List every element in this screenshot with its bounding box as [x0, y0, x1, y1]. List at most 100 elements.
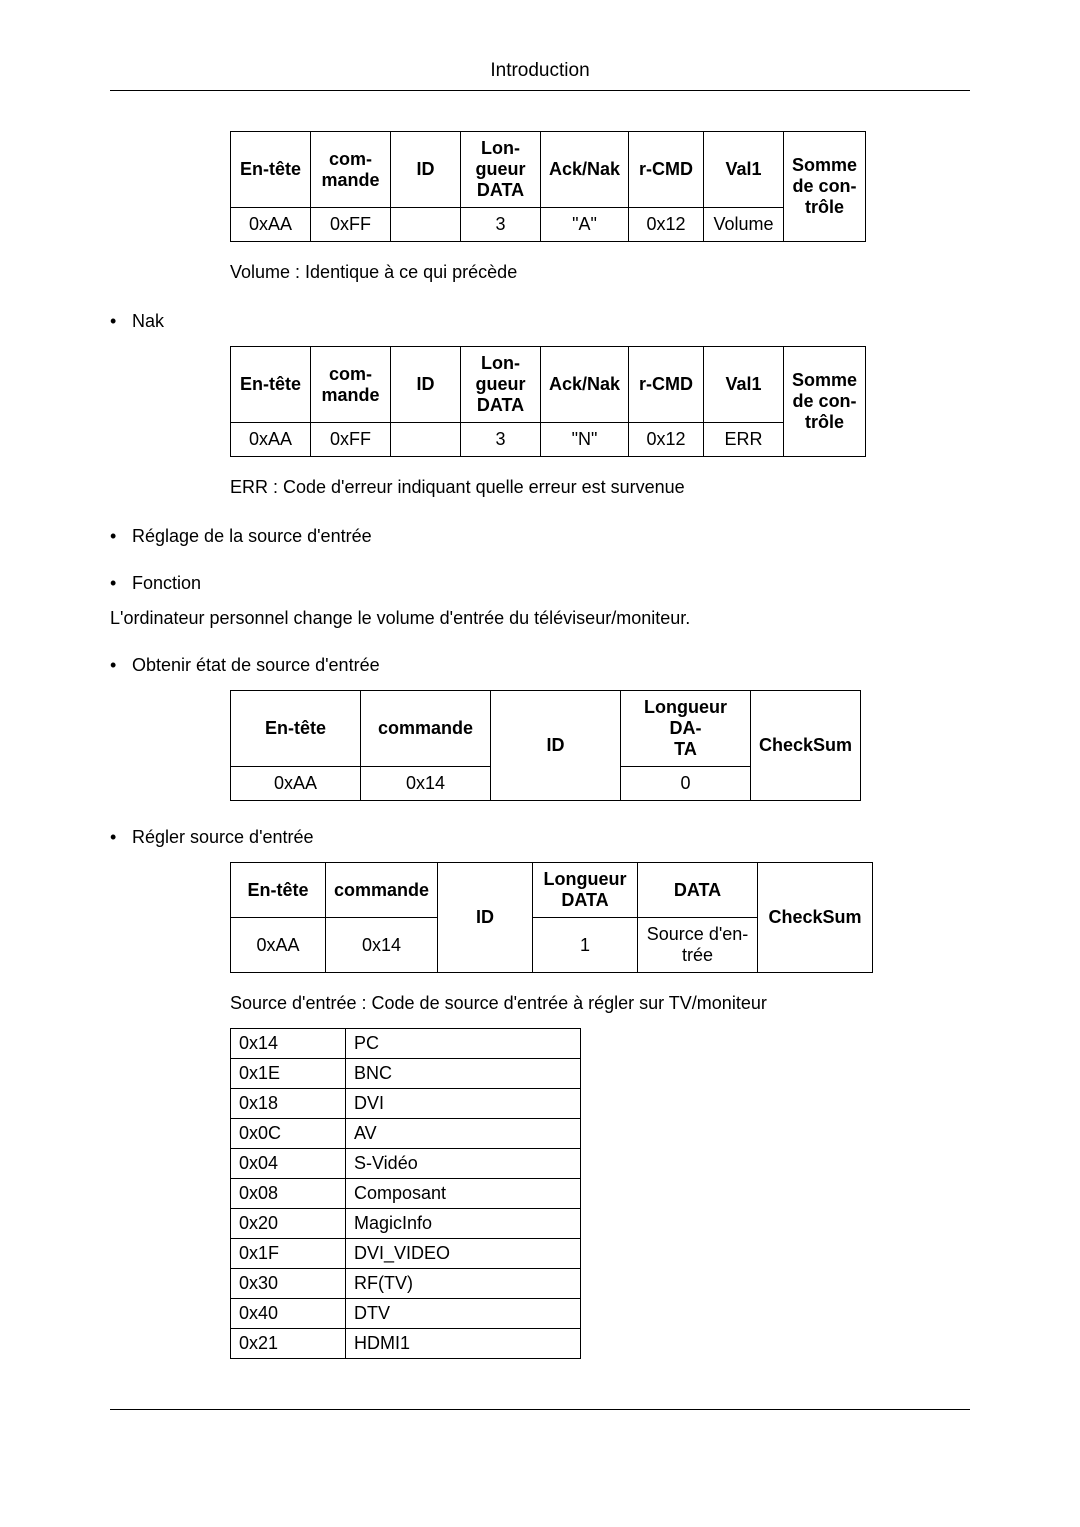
- nak-table: En-têtecom-mandeIDLon-gueur DATAAck/Nakr…: [230, 346, 866, 457]
- table-header: En-tête: [231, 132, 311, 208]
- table-cell: 0xAA: [231, 918, 326, 973]
- code-value: 0x1F: [231, 1239, 346, 1269]
- table-header: r-CMD: [629, 132, 704, 208]
- nak-table-container: En-têtecom-mandeIDLon-gueur DATAAck/Nakr…: [230, 346, 970, 498]
- table-header: DATA: [638, 863, 758, 918]
- source-section-title: Réglage de la source d'entrée: [132, 526, 372, 547]
- ack-table: En-têtecom-mandeIDLon-gueur DATAAck/Nakr…: [230, 131, 866, 242]
- code-label: AV: [346, 1119, 581, 1149]
- code-label: RF(TV): [346, 1269, 581, 1299]
- source-section-bullet: • Réglage de la source d'entrée: [110, 526, 970, 547]
- table-cell: 0xFF: [311, 423, 391, 457]
- get-state-label: Obtenir état de source d'entrée: [132, 655, 380, 676]
- table-header: commande: [361, 691, 491, 767]
- table-cell: 0x12: [629, 208, 704, 242]
- code-label: DTV: [346, 1299, 581, 1329]
- table-header: r-CMD: [629, 347, 704, 423]
- get-state-table: En-têtecommandeIDLongueur DA-TACheckSum0…: [230, 690, 861, 801]
- table-header: En-tête: [231, 691, 361, 767]
- table-header: CheckSum: [751, 691, 861, 801]
- function-text: L'ordinateur personnel change le volume …: [110, 608, 970, 629]
- table-header: ID: [438, 863, 533, 973]
- footer-rule: [110, 1409, 970, 1410]
- code-label: BNC: [346, 1059, 581, 1089]
- bullet-icon: •: [110, 573, 132, 594]
- table-cell: [391, 208, 461, 242]
- set-source-bullet: • Régler source d'entrée: [110, 827, 970, 848]
- source-codes-table: 0x14PC0x1EBNC0x18DVI0x0CAV0x04S-Vidéo0x0…: [230, 1028, 581, 1359]
- set-source-note: Source d'entrée : Code de source d'entré…: [230, 993, 970, 1014]
- table-header: Lon-gueur DATA: [461, 132, 541, 208]
- table-header: ID: [391, 347, 461, 423]
- code-label: HDMI1: [346, 1329, 581, 1359]
- code-label: Composant: [346, 1179, 581, 1209]
- set-source-table: En-têtecommandeIDLongueur DATADATACheckS…: [230, 862, 873, 973]
- page-header: Introduction: [110, 60, 970, 91]
- code-value: 0x14: [231, 1029, 346, 1059]
- function-bullet: • Fonction: [110, 573, 970, 594]
- code-value: 0x18: [231, 1089, 346, 1119]
- table-cell: Source d'en-trée: [638, 918, 758, 973]
- table-header: Ack/Nak: [541, 132, 629, 208]
- bullet-icon: •: [110, 311, 132, 332]
- table-cell: [391, 423, 461, 457]
- table-cell: 0xAA: [231, 423, 311, 457]
- table-cell: 3: [461, 423, 541, 457]
- code-label: S-Vidéo: [346, 1149, 581, 1179]
- table-cell: 0: [621, 767, 751, 801]
- table-header: com-mande: [311, 347, 391, 423]
- code-label: PC: [346, 1029, 581, 1059]
- table-header: ID: [391, 132, 461, 208]
- code-value: 0x04: [231, 1149, 346, 1179]
- table-header: Longueur DATA: [533, 863, 638, 918]
- table-cell: 1: [533, 918, 638, 973]
- table-cell: Volume: [704, 208, 784, 242]
- code-value: 0x20: [231, 1209, 346, 1239]
- table-header: En-tête: [231, 347, 311, 423]
- table-header: Somme de con-trôle: [784, 132, 866, 242]
- code-label: DVI_VIDEO: [346, 1239, 581, 1269]
- code-value: 0x30: [231, 1269, 346, 1299]
- table-header: commande: [326, 863, 438, 918]
- set-table-container: En-têtecommandeIDLongueur DATADATACheckS…: [230, 862, 970, 1359]
- code-value: 0x40: [231, 1299, 346, 1329]
- get-state-bullet: • Obtenir état de source d'entrée: [110, 655, 970, 676]
- table-header: Lon-gueur DATA: [461, 347, 541, 423]
- bullet-icon: •: [110, 655, 132, 676]
- bullet-icon: •: [110, 526, 132, 547]
- ack-table-container: En-têtecom-mandeIDLon-gueur DATAAck/Nakr…: [230, 131, 970, 283]
- table-cell: 0xAA: [231, 767, 361, 801]
- table-cell: "A": [541, 208, 629, 242]
- code-value: 0x1E: [231, 1059, 346, 1089]
- table-header: Val1: [704, 132, 784, 208]
- get-table-container: En-têtecommandeIDLongueur DA-TACheckSum0…: [230, 690, 970, 801]
- table-header: com-mande: [311, 132, 391, 208]
- table-cell: 0xFF: [311, 208, 391, 242]
- table-cell: 0x14: [361, 767, 491, 801]
- table-header: ID: [491, 691, 621, 801]
- table-header: CheckSum: [758, 863, 873, 973]
- table-header: Somme de con-trôle: [784, 347, 866, 457]
- table-header: En-tête: [231, 863, 326, 918]
- nak-bullet: • Nak: [110, 311, 970, 332]
- nak-note: ERR : Code d'erreur indiquant quelle err…: [230, 477, 970, 498]
- table-cell: 0xAA: [231, 208, 311, 242]
- code-value: 0x08: [231, 1179, 346, 1209]
- table-cell: 0x14: [326, 918, 438, 973]
- code-label: MagicInfo: [346, 1209, 581, 1239]
- table-cell: "N": [541, 423, 629, 457]
- table-header: Longueur DA-TA: [621, 691, 751, 767]
- code-value: 0x0C: [231, 1119, 346, 1149]
- code-value: 0x21: [231, 1329, 346, 1359]
- table-header: Ack/Nak: [541, 347, 629, 423]
- table-cell: ERR: [704, 423, 784, 457]
- bullet-icon: •: [110, 827, 132, 848]
- ack-note: Volume : Identique à ce qui précède: [230, 262, 970, 283]
- table-cell: 0x12: [629, 423, 704, 457]
- code-label: DVI: [346, 1089, 581, 1119]
- set-source-label: Régler source d'entrée: [132, 827, 314, 848]
- table-cell: 3: [461, 208, 541, 242]
- function-label: Fonction: [132, 573, 201, 594]
- table-header: Val1: [704, 347, 784, 423]
- nak-label: Nak: [132, 311, 164, 332]
